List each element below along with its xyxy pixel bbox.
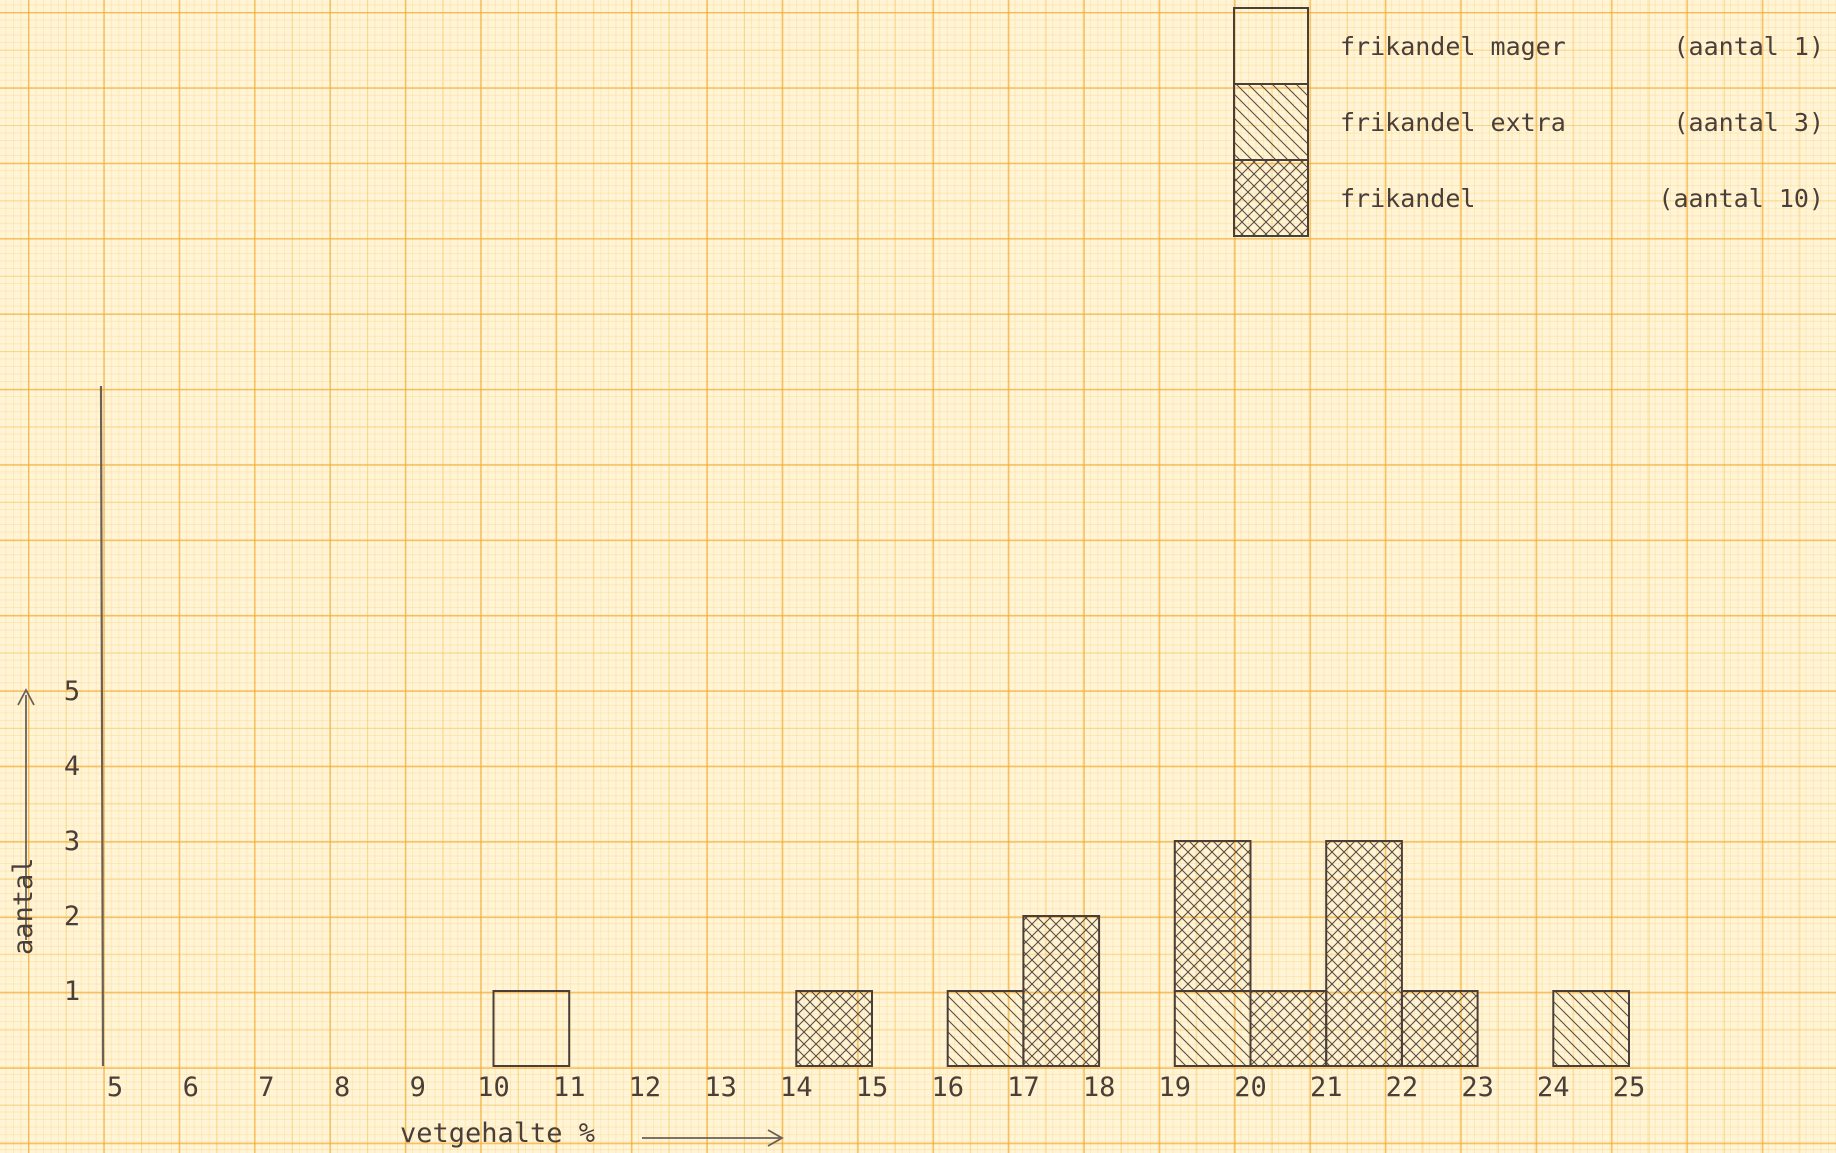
bar <box>946 990 1025 1067</box>
legend-swatch <box>1233 7 1309 85</box>
bar <box>1552 990 1631 1067</box>
y-tick-labels: 1 2 3 4 5 <box>64 676 80 1007</box>
bars <box>492 840 1631 1067</box>
y-axis-arrow-head <box>17 688 35 706</box>
y-axis-label: aantal <box>8 857 39 955</box>
legend-count-label: (aantal 1) <box>1673 32 1824 61</box>
legend-swatch <box>1233 159 1309 237</box>
x-tick-label: 13 <box>704 1072 737 1103</box>
bar <box>1173 840 1252 992</box>
x-tick-label: 21 <box>1310 1072 1343 1103</box>
bar <box>795 990 873 1067</box>
x-tick-label: 25 <box>1613 1072 1646 1103</box>
legend-series-name: frikandel <box>1340 184 1475 213</box>
x-tick-label: 22 <box>1386 1072 1419 1103</box>
x-tick-label: 9 <box>410 1072 426 1103</box>
y-tick-label: 3 <box>64 826 80 857</box>
y-tick-label: 2 <box>64 901 80 932</box>
bar <box>1173 990 1252 1067</box>
legend: frikandel mager (aantal 1) frikandel extra… <box>1233 7 1824 237</box>
bar <box>492 990 571 1067</box>
legend-swatch <box>1233 83 1309 161</box>
legend-series-name: frikandel mager <box>1340 32 1566 61</box>
x-tick-labels: 5 6 7 8 9 10 11 12 13 14 15 16 17 18 19 20 21 22 23 24 25 <box>107 1072 1645 1103</box>
x-tick-label: 7 <box>258 1072 274 1103</box>
x-tick-label: 14 <box>780 1072 813 1103</box>
bar <box>1249 990 1328 1067</box>
x-tick-label: 18 <box>1083 1072 1116 1103</box>
y-tick-label: 4 <box>64 751 80 782</box>
axes: aantal vetgehalte % <box>8 385 784 1149</box>
x-tick-label: 6 <box>183 1072 199 1103</box>
legend-count-label: (aantal 10) <box>1658 184 1824 213</box>
x-tick-label: 10 <box>477 1072 510 1103</box>
x-tick-label: 20 <box>1234 1072 1267 1103</box>
x-tick-label: 11 <box>553 1072 586 1103</box>
legend-count-label: (aantal 3) <box>1673 108 1824 137</box>
bar <box>1022 915 1101 1067</box>
x-tick-label: 12 <box>629 1072 662 1103</box>
x-axis-label: vetgehalte % <box>400 1118 595 1149</box>
x-tick-label: 16 <box>931 1072 964 1103</box>
x-tick-label: 24 <box>1537 1072 1570 1103</box>
y-tick-label: 5 <box>64 676 80 707</box>
legend-series-name: frikandel extra <box>1340 108 1566 137</box>
x-tick-label: 19 <box>1159 1072 1192 1103</box>
y-tick-label: 1 <box>64 976 80 1007</box>
x-tick-label: 15 <box>856 1072 889 1103</box>
x-tick-label: 5 <box>107 1072 123 1103</box>
x-tick-label: 8 <box>334 1072 350 1103</box>
bar <box>1400 990 1479 1067</box>
x-axis-arrow-head <box>767 1129 784 1147</box>
x-tick-label: 17 <box>1007 1072 1040 1103</box>
y-axis-line <box>99 385 105 1067</box>
bar <box>1325 840 1403 1067</box>
x-tick-label: 23 <box>1461 1072 1494 1103</box>
